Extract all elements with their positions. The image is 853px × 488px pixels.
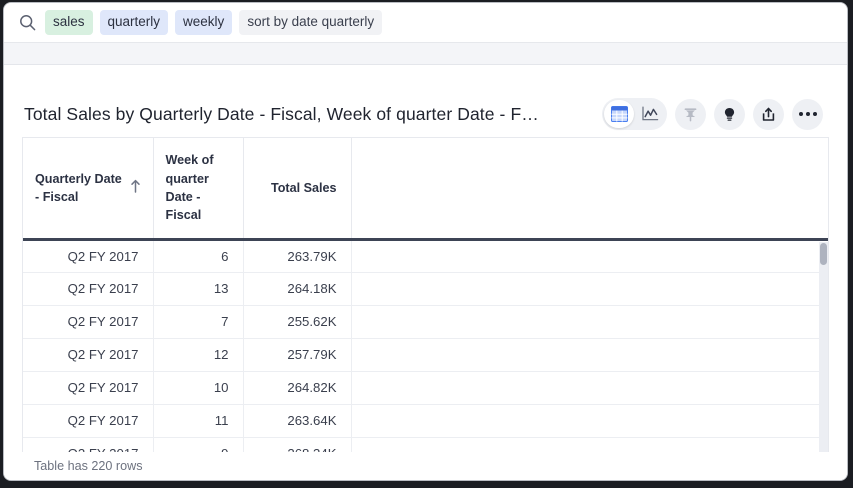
pin-icon[interactable] — [675, 98, 706, 130]
cell-quarter: Q2 FY 2017 — [23, 338, 154, 372]
cell-empty — [351, 305, 828, 339]
answer-card: Total Sales by Quarterly Date - Fiscal, … — [4, 65, 847, 480]
table-view-icon[interactable] — [604, 100, 634, 128]
table-row[interactable]: Q2 FY 2017 12 257.79K — [23, 338, 828, 372]
results-table: Quarterly Date - Fiscal Week of — [22, 137, 829, 452]
table-row[interactable]: Q2 FY 2017 7 255.62K — [23, 305, 828, 339]
row-count-label: Table has 220 rows — [34, 459, 143, 473]
cell-week: 13 — [153, 272, 244, 306]
table-row-count: Table has 220 rows — [4, 452, 847, 480]
search-token-weekly[interactable]: weekly — [175, 10, 233, 35]
cell-quarter: Q2 FY 2017 — [23, 404, 154, 438]
cell-total-sales: 268.34K — [243, 437, 352, 452]
more-options-icon[interactable] — [792, 98, 823, 130]
table-row[interactable]: Q2 FY 2017 9 268.34K — [23, 437, 828, 452]
table-row[interactable]: Q2 FY 2017 6 263.79K — [23, 239, 828, 273]
cell-empty — [351, 371, 828, 405]
cell-empty — [351, 338, 828, 372]
scrollbar-thumb[interactable] — [820, 243, 827, 265]
column-header-empty — [351, 138, 828, 239]
cell-empty — [351, 272, 828, 306]
cell-week: 9 — [153, 437, 244, 452]
table-body: Q2 FY 2017 6 263.79K Q2 FY 2017 13 264.1… — [23, 239, 828, 452]
table-header-row: Quarterly Date - Fiscal Week of — [23, 138, 828, 239]
cell-total-sales: 255.62K — [243, 305, 352, 339]
data-table: Quarterly Date - Fiscal Week of — [23, 138, 828, 452]
cell-total-sales: 263.79K — [243, 239, 352, 273]
card-header: Total Sales by Quarterly Date - Fiscal, … — [4, 65, 847, 137]
table-row[interactable]: Q2 FY 2017 13 264.18K — [23, 272, 828, 306]
cell-total-sales: 264.82K — [243, 371, 352, 405]
cell-week: 11 — [153, 404, 244, 438]
cell-total-sales: 257.79K — [243, 338, 352, 372]
search-bar[interactable]: sales quarterly weekly sort by date quar… — [4, 3, 847, 43]
page-title: Total Sales by Quarterly Date - Fiscal, … — [24, 103, 539, 124]
search-icon — [18, 14, 36, 32]
column-header-quarterly-date-fiscal[interactable]: Quarterly Date - Fiscal — [23, 138, 154, 239]
ellipsis-glyph — [798, 112, 817, 116]
app-window: sales quarterly weekly sort by date quar… — [4, 3, 847, 480]
card-toolbar — [602, 98, 823, 130]
cell-quarter: Q2 FY 2017 — [23, 272, 154, 306]
cell-quarter: Q2 FY 2017 — [23, 305, 154, 339]
table-row[interactable]: Q2 FY 2017 10 264.82K — [23, 371, 828, 405]
lightbulb-icon[interactable] — [714, 98, 745, 130]
column-header-week-of-quarter-date-fiscal[interactable]: Week of quarter Date - Fiscal — [153, 138, 244, 239]
cell-week: 12 — [153, 338, 244, 372]
cell-empty — [351, 437, 828, 452]
table-vertical-scrollbar[interactable] — [819, 242, 828, 452]
share-icon[interactable] — [753, 98, 784, 130]
column-header-label: Week of quarter Date - Fiscal — [165, 153, 214, 222]
search-token-sort-by-date-quarterly[interactable]: sort by date quarterly — [239, 10, 383, 35]
column-header-label: Quarterly Date - Fiscal — [35, 171, 122, 204]
cell-quarter: Q2 FY 2017 — [23, 437, 154, 452]
search-token-sales[interactable]: sales — [45, 10, 93, 35]
cell-total-sales: 263.64K — [243, 404, 352, 438]
cell-quarter: Q2 FY 2017 — [23, 371, 154, 405]
cell-week: 6 — [153, 239, 244, 273]
table-head: Quarterly Date - Fiscal Week of — [23, 138, 828, 239]
cell-total-sales: 264.18K — [243, 272, 352, 306]
cell-empty — [351, 239, 828, 273]
cell-empty — [351, 404, 828, 438]
table-row[interactable]: Q2 FY 2017 11 263.64K — [23, 404, 828, 438]
column-header-label: Total Sales — [270, 180, 337, 195]
cell-quarter: Q2 FY 2017 — [23, 239, 154, 273]
search-token-quarterly[interactable]: quarterly — [99, 10, 169, 35]
chart-view-icon[interactable] — [635, 100, 665, 128]
toolbar-strip — [4, 43, 847, 65]
cell-week: 7 — [153, 305, 244, 339]
sort-ascending-icon[interactable] — [130, 179, 141, 196]
cell-week: 10 — [153, 371, 244, 405]
column-header-total-sales[interactable]: Total Sales — [243, 138, 352, 239]
view-toggle-group — [602, 98, 667, 130]
